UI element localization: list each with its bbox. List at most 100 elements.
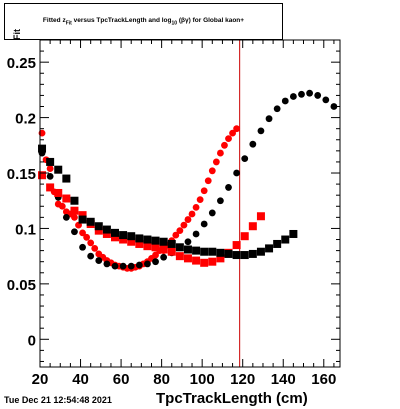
x-tick-label: 80 xyxy=(153,371,170,388)
data-point-black-square xyxy=(240,251,249,260)
data-point-red-square xyxy=(62,194,71,203)
data-point-black-square xyxy=(265,244,274,253)
data-point-black-square xyxy=(78,215,87,224)
data-point-black-circle xyxy=(127,262,135,270)
data-point-black-circle xyxy=(200,220,208,228)
data-point-black-circle xyxy=(208,209,216,217)
data-point-black-circle xyxy=(152,258,159,266)
data-point-red-circle xyxy=(225,135,232,143)
data-point-red-square xyxy=(159,245,168,254)
x-tick-label: 120 xyxy=(230,371,255,388)
data-point-red-circle xyxy=(176,227,184,235)
data-point-black-square xyxy=(175,243,184,252)
data-point-red-circle xyxy=(208,167,216,175)
data-point-red-circle xyxy=(87,239,95,247)
data-point-black-square xyxy=(119,231,128,240)
data-point-black-square xyxy=(224,249,233,258)
data-point-black-circle xyxy=(298,90,305,98)
x-tick-label: 100 xyxy=(190,371,215,388)
data-point-black-circle xyxy=(273,105,281,113)
data-point-black-square xyxy=(200,247,209,256)
data-point-red-square xyxy=(70,206,79,215)
data-point-red-circle xyxy=(229,129,236,137)
data-point-black-square xyxy=(216,248,225,257)
data-point-black-circle xyxy=(281,97,289,105)
data-point-red-square xyxy=(151,243,160,252)
data-point-black-circle xyxy=(119,262,127,270)
data-point-red-square xyxy=(240,232,249,241)
data-point-red-square xyxy=(208,257,217,266)
data-point-black-square xyxy=(111,228,119,237)
data-point-black-circle xyxy=(111,262,119,270)
data-point-red-circle xyxy=(46,165,54,172)
data-point-black-circle xyxy=(87,252,95,260)
data-point-red-square xyxy=(183,254,192,263)
data-point-black-square xyxy=(256,247,265,256)
chart-title: Fitted zFit versus TpcTrackLength and lo… xyxy=(43,17,244,26)
data-point-red-circle xyxy=(233,125,241,133)
data-points-layer xyxy=(38,89,338,272)
x-tick-label: 160 xyxy=(311,371,336,388)
data-point-red-square xyxy=(111,233,119,242)
data-point-black-circle xyxy=(322,96,330,104)
data-point-red-circle xyxy=(91,244,99,252)
data-point-black-square xyxy=(46,157,55,166)
data-point-red-circle xyxy=(184,216,192,223)
data-point-black-circle xyxy=(192,230,200,238)
data-point-black-square xyxy=(232,251,241,260)
data-point-black-circle xyxy=(62,213,70,221)
data-point-black-circle xyxy=(289,93,297,100)
date-stamp: Tue Dec 21 12:54:48 2021 xyxy=(4,395,112,405)
data-point-black-square xyxy=(183,245,192,254)
data-point-black-square xyxy=(248,249,257,258)
data-point-black-square xyxy=(167,239,176,248)
chart-title-box: Fitted zFit versus TpcTrackLength and lo… xyxy=(4,3,283,40)
y-tick-label: 0 xyxy=(28,332,36,349)
data-point-red-circle xyxy=(172,231,180,239)
axes-layer: 20 40 60 80 100 120 140 160 0 0.05 0.1 0.15 0.2 0.25 xyxy=(7,39,340,388)
data-point-black-square xyxy=(151,236,160,245)
title-prefix: Fitted xyxy=(42,16,61,24)
data-point-red-square xyxy=(175,252,184,261)
data-point-red-square xyxy=(143,242,152,251)
data-point-red-circle xyxy=(152,251,159,259)
data-point-red-square xyxy=(248,222,257,231)
title-suffix: (βγ) for Global kaon+ xyxy=(178,16,245,24)
data-point-red-square xyxy=(232,241,241,250)
data-point-red-circle xyxy=(180,221,188,229)
data-point-red-square xyxy=(216,254,225,263)
y-tick-label: 0.25 xyxy=(7,55,36,72)
data-point-black-circle xyxy=(46,172,54,180)
data-point-red-circle xyxy=(83,233,91,241)
data-point-black-circle xyxy=(306,89,313,97)
data-point-black-square xyxy=(127,232,136,241)
data-point-red-circle xyxy=(217,149,224,157)
y-axis-title-fragment: Fit xyxy=(12,29,22,40)
data-point-red-circle xyxy=(71,213,78,221)
data-point-red-circle xyxy=(196,196,204,204)
data-point-red-square xyxy=(200,258,209,267)
data-point-red-circle xyxy=(221,141,228,149)
title-log-sub: 10 xyxy=(171,20,178,27)
data-point-black-circle xyxy=(160,253,168,261)
data-point-black-circle xyxy=(330,103,338,110)
data-point-black-circle xyxy=(265,115,273,123)
data-point-red-square xyxy=(78,211,87,220)
data-point-black-circle xyxy=(135,261,143,269)
data-point-red-circle xyxy=(79,229,86,237)
y-tick-label: 0.15 xyxy=(7,166,36,183)
title-z-sub: Fit xyxy=(65,20,72,27)
data-point-black-circle xyxy=(257,127,265,135)
data-point-black-square xyxy=(273,239,282,248)
x-tick-label: 40 xyxy=(72,371,89,388)
data-point-black-square xyxy=(143,235,152,244)
title-middle: versus TpcTrackLength and log xyxy=(73,16,172,24)
data-point-red-square xyxy=(94,226,103,235)
y-tick-label: 0.1 xyxy=(15,221,36,238)
data-point-black-circle xyxy=(233,169,241,177)
title-z: z xyxy=(62,16,66,24)
data-point-red-square xyxy=(119,235,128,244)
data-point-black-square xyxy=(62,174,71,183)
data-point-black-circle xyxy=(71,228,78,236)
data-point-red-square xyxy=(46,183,55,192)
